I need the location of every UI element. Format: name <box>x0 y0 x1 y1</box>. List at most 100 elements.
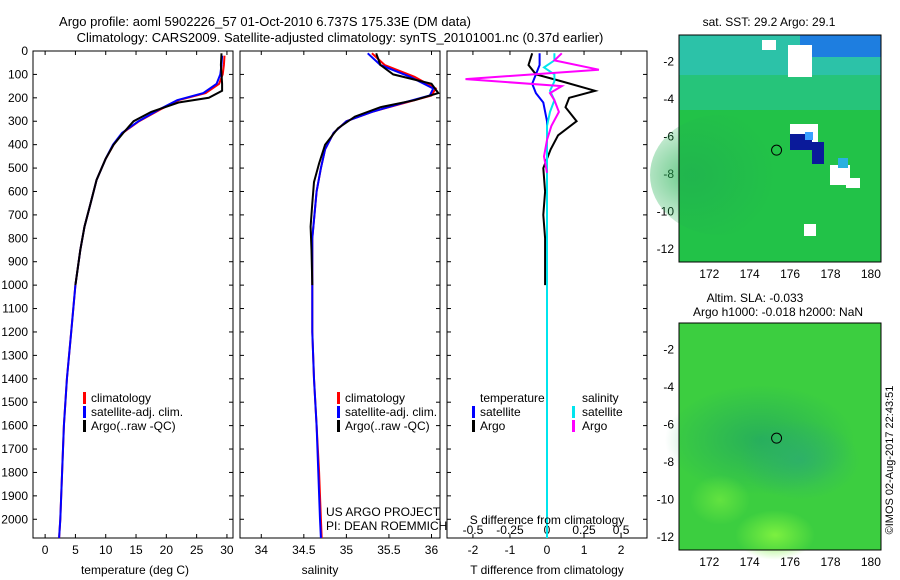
legend-label-argo: Argo(..raw -QC) <box>345 419 430 433</box>
x-tick-label: 15 <box>129 543 143 557</box>
sla-map <box>665 322 882 560</box>
y-tick-label: 1200 <box>1 325 28 339</box>
y-tick-label: 200 <box>8 91 28 105</box>
x-tick-label: -1 <box>505 543 516 557</box>
sst-map-cloud <box>788 45 812 77</box>
y-tick-label: 700 <box>8 208 28 222</box>
y-tick-label: 1700 <box>1 442 28 456</box>
legend-label-satellite: satellite-adj. clim. <box>91 405 183 419</box>
y-tick-label: 0 <box>21 44 28 58</box>
x-tick-label: 10 <box>99 543 113 557</box>
sst-map-deep-band <box>800 35 881 57</box>
x-tick-label: 2 <box>618 543 625 557</box>
y-tick-label: 1300 <box>1 348 28 362</box>
sst-map-title: sat. SST: 29.2 Argo: 29.1 <box>703 15 836 29</box>
y-tick-label: 1000 <box>1 278 28 292</box>
sst-map-cold-patch <box>805 132 813 140</box>
x-tick-label: 34.5 <box>292 543 316 557</box>
y-tick-label: 1900 <box>1 489 28 503</box>
sla-map-float-marker <box>771 432 783 444</box>
x-tick-label: 35.5 <box>377 543 401 557</box>
map-y-tick-label: -8 <box>663 455 674 469</box>
sla-map-title-line-1: Altim. SLA: -0.033 <box>707 291 804 305</box>
x-tick-label-top: 0.5 <box>613 523 630 537</box>
map-y-tick-label: -12 <box>657 530 675 544</box>
salinity-xlabel: salinity <box>302 563 339 577</box>
salinity-plot-frame <box>239 50 441 539</box>
legend-label-s-satellite: satellite <box>582 405 623 419</box>
temperature-plot-frame <box>32 50 234 539</box>
imos-timestamp: ©IMOS 02-Aug-2017 22:43:51 <box>884 386 896 535</box>
temperature-legend: climatology satellite-adj. clim. Argo(..… <box>83 391 183 433</box>
map-y-tick-label: -4 <box>663 380 674 394</box>
pi-annotation: PI: DEAN ROEMMICH <box>326 519 447 533</box>
y-tick-label: 1500 <box>1 395 28 409</box>
tick-labels: 0100200300400500600700800900100011001200… <box>1 44 881 569</box>
sst-map <box>650 34 882 263</box>
y-tick-label: 100 <box>8 67 28 81</box>
legend-label-t-satellite: satellite <box>480 405 521 419</box>
legend-swatch-satellite <box>83 406 86 418</box>
y-tick-label: 1400 <box>1 372 28 386</box>
map-x-tick-label: 180 <box>861 267 881 281</box>
sla-map-frame <box>678 322 882 551</box>
sst-map-cold-patch <box>838 158 848 168</box>
legend-label-climatology: climatology <box>345 391 405 405</box>
map-y-tick-label: -2 <box>663 342 674 356</box>
legend-swatch-s-argo <box>572 420 575 432</box>
map-x-tick-label: 174 <box>740 267 760 281</box>
map-x-tick-label: 180 <box>861 555 881 569</box>
sst-map-frame <box>678 34 882 263</box>
x-tick-label: 0 <box>544 543 551 557</box>
sst-map-cloud <box>846 178 860 188</box>
sst-map-float-marker <box>771 144 783 156</box>
legend-header-temperature: temperature <box>480 391 545 405</box>
map-x-tick-label: 178 <box>820 267 840 281</box>
y-tick-label: 400 <box>8 138 28 152</box>
series-line-satellite-adj-clim- <box>311 52 435 539</box>
sst-map-cold-patch <box>812 142 824 164</box>
x-tick-label-top: -0.5 <box>463 523 484 537</box>
legend-swatch-argo <box>83 420 86 432</box>
legend-label-climatology: climatology <box>91 391 151 405</box>
x-tick-label: 35 <box>340 543 354 557</box>
difference-legend: temperature salinity satellite Argo sate… <box>472 391 623 433</box>
map-x-tick-label: 178 <box>820 555 840 569</box>
sla-map-field-high <box>690 475 750 525</box>
legend-swatch-t-argo <box>472 420 475 432</box>
legend-swatch-satellite <box>337 406 340 418</box>
legend-label-argo: Argo(..raw -QC) <box>91 419 176 433</box>
sst-map-cloud <box>762 40 776 50</box>
x-tick-label: 25 <box>190 543 204 557</box>
legend-header-salinity: salinity <box>582 391 619 405</box>
difference-top-xlabel: S difference from climatology <box>470 513 625 527</box>
difference-xlabel: T difference from climatology <box>470 563 624 577</box>
sst-map-field-warm <box>650 115 790 235</box>
y-tick-label: 1800 <box>1 465 28 479</box>
map-x-tick-label: 172 <box>699 267 719 281</box>
x-tick-label: 1 <box>581 543 588 557</box>
x-tick-label: 30 <box>220 543 234 557</box>
x-tick-label-top: -0.25 <box>496 523 524 537</box>
legend-swatch-t-satellite <box>472 406 475 418</box>
series-line-t-argo <box>527 52 599 286</box>
sst-map-cloud <box>804 224 816 236</box>
sst-map-cloud <box>830 165 850 185</box>
map-x-tick-label: 172 <box>699 555 719 569</box>
x-tick-label: -2 <box>468 543 479 557</box>
sla-map-field-shade <box>740 420 860 500</box>
map-y-tick-label: -2 <box>663 54 674 68</box>
series-line-argo-raw-qc- <box>309 52 440 286</box>
map-y-tick-label: -4 <box>663 92 674 106</box>
y-tick-label: 1100 <box>2 302 28 316</box>
title-line-1: Argo profile: aoml 5902226_57 01-Oct-201… <box>59 14 471 29</box>
x-tick-label: 36 <box>425 543 439 557</box>
x-tick-label: 34 <box>255 543 269 557</box>
x-tick-label: 5 <box>72 543 79 557</box>
legend-swatch-s-satellite <box>572 406 575 418</box>
x-tick-label: 20 <box>160 543 174 557</box>
y-tick-label: 800 <box>8 231 28 245</box>
x-tick-label-top: 0.25 <box>572 523 596 537</box>
series-line-argo-raw-qc- <box>74 53 224 286</box>
